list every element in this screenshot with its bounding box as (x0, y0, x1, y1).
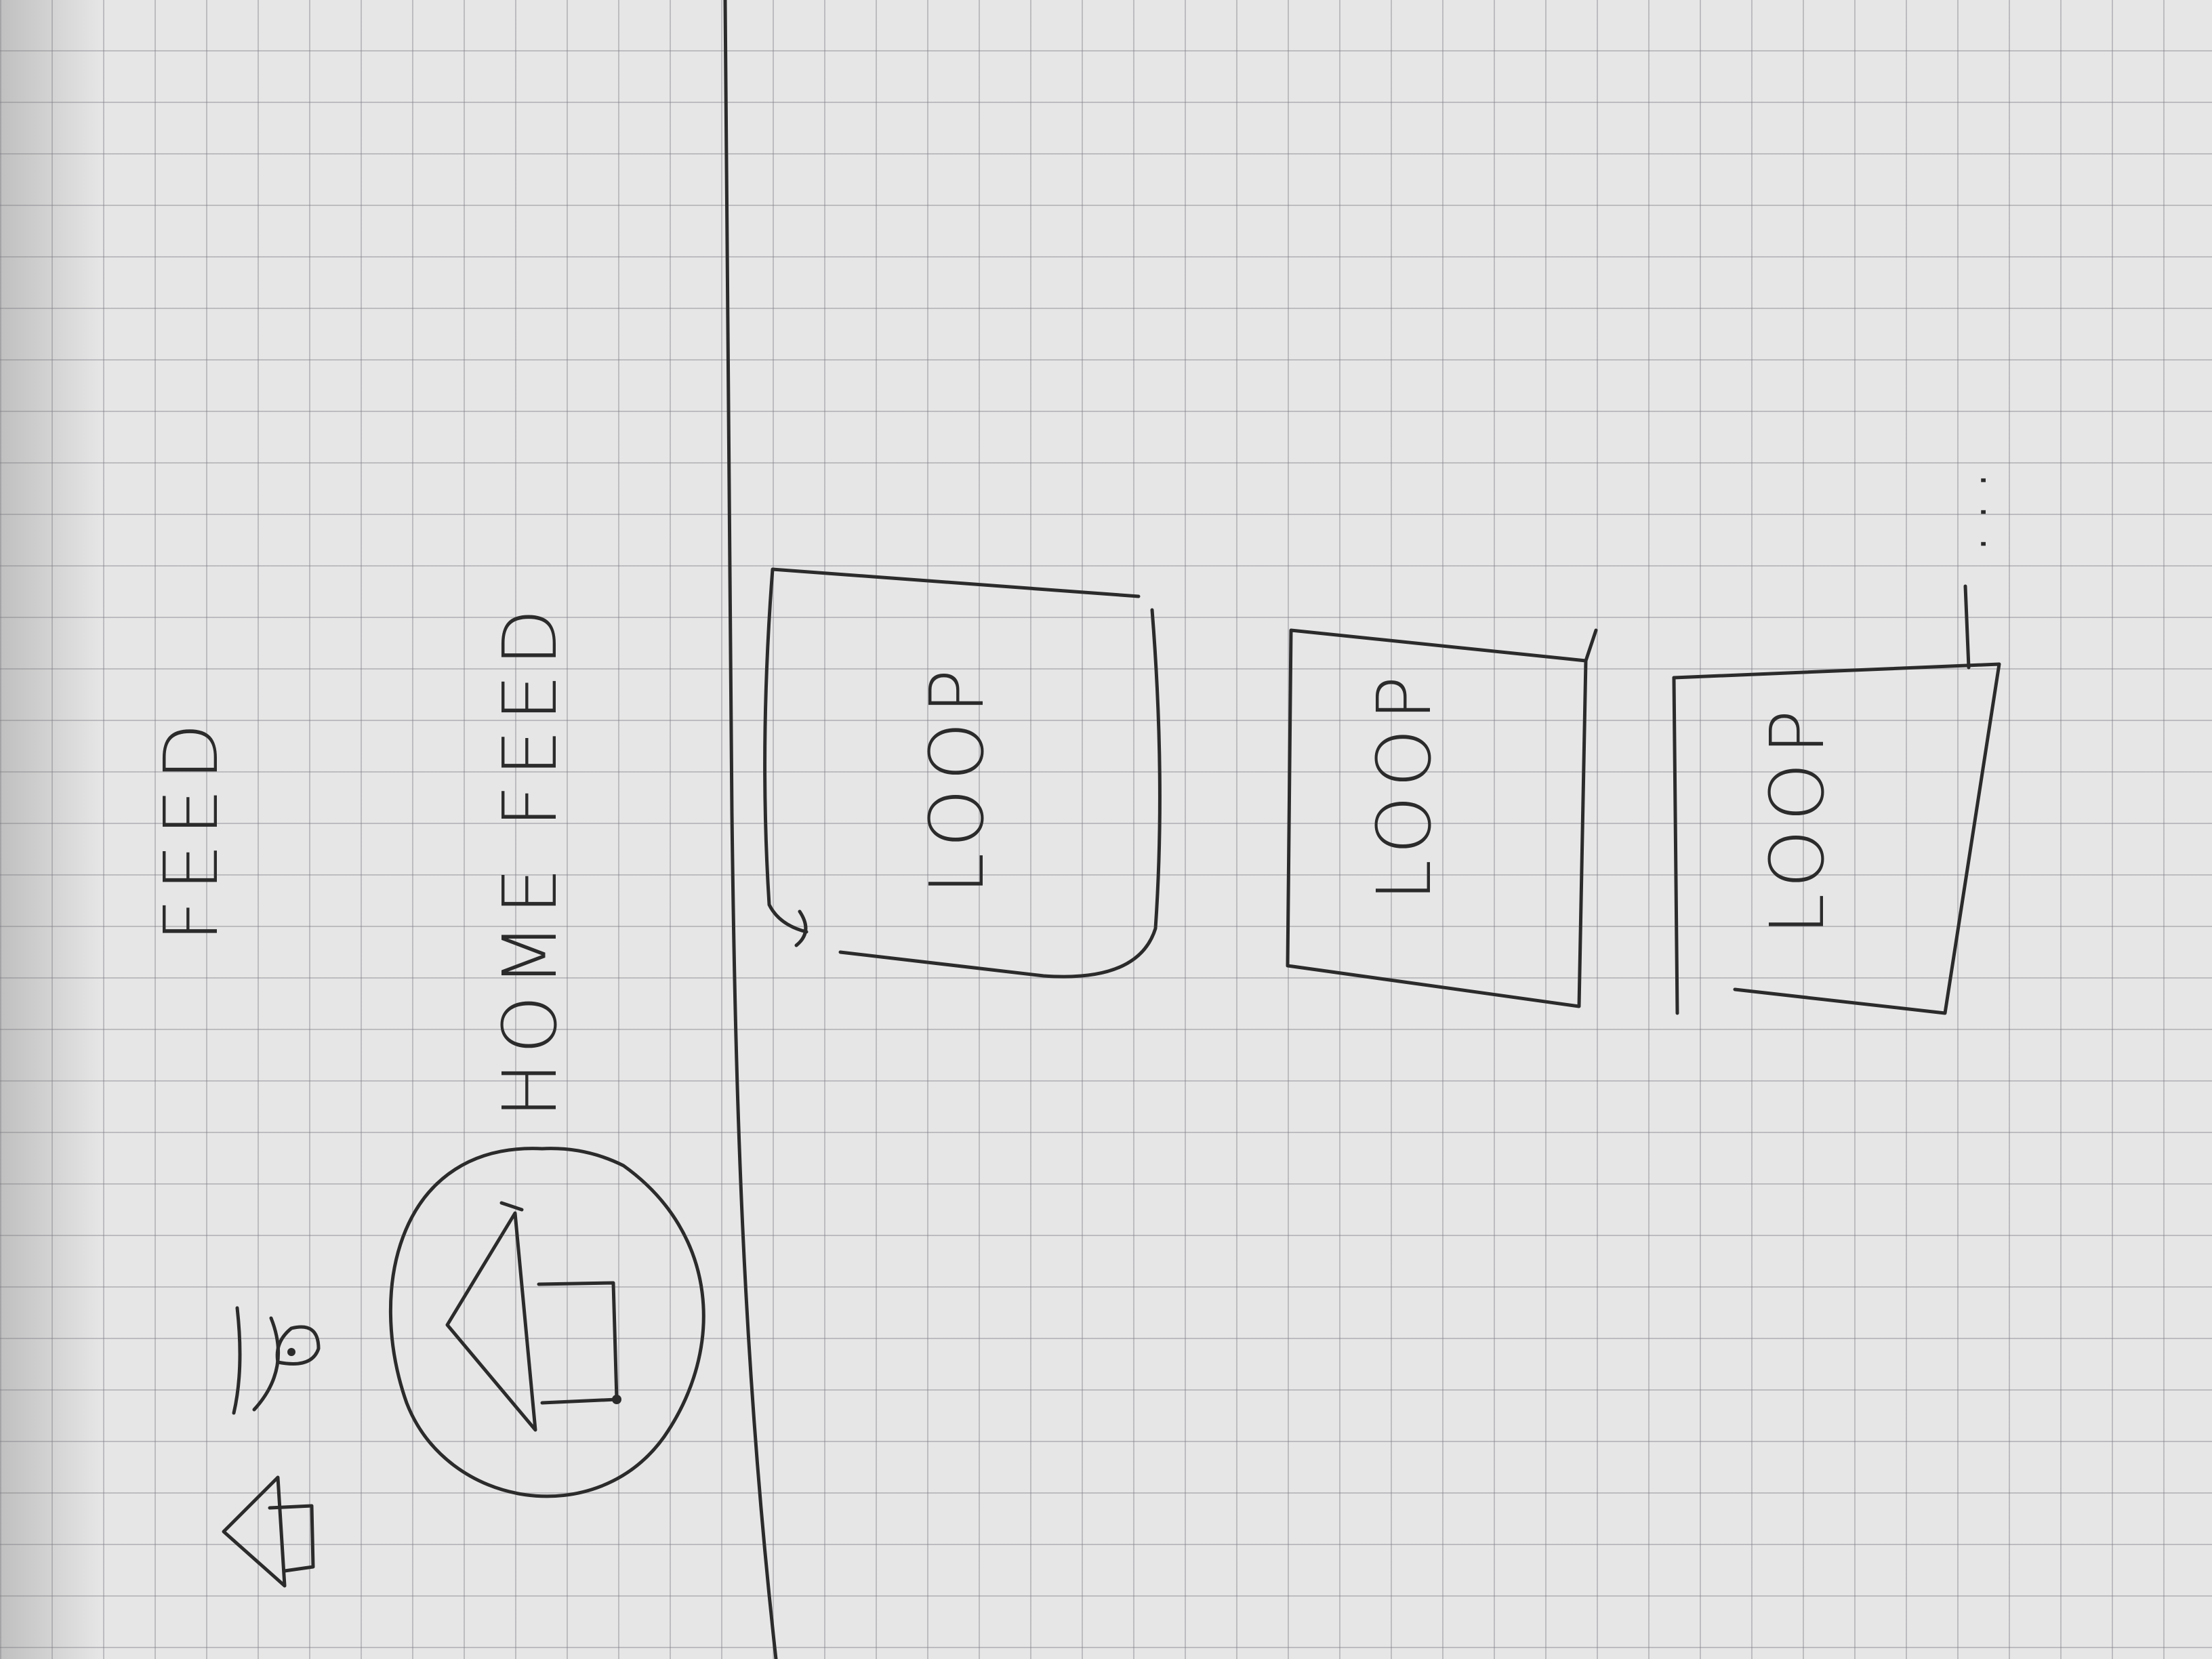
loop-card-label: LOOP (914, 661, 1000, 895)
home-icon[interactable] (222, 1475, 315, 1588)
loop-card-label: LOOP (1361, 668, 1448, 901)
loop-card[interactable]: LOOP (763, 567, 1162, 979)
more-indicator-text: ... (1917, 460, 2003, 556)
more-indicator: ... (1917, 460, 2003, 556)
notebook-binding-shadow (0, 0, 102, 1659)
divider-line (723, 0, 778, 1659)
eye-icon[interactable] (232, 1306, 321, 1415)
home-icon-circled[interactable] (388, 1147, 705, 1498)
header-title: FEED (148, 715, 234, 942)
loop-card-label: LOOP (1754, 701, 1841, 935)
page-title: HOME FEED (487, 600, 573, 1118)
loop-card[interactable]: LOOP (1672, 584, 2001, 1015)
loop-card[interactable]: LOOP (1286, 628, 1598, 1008)
